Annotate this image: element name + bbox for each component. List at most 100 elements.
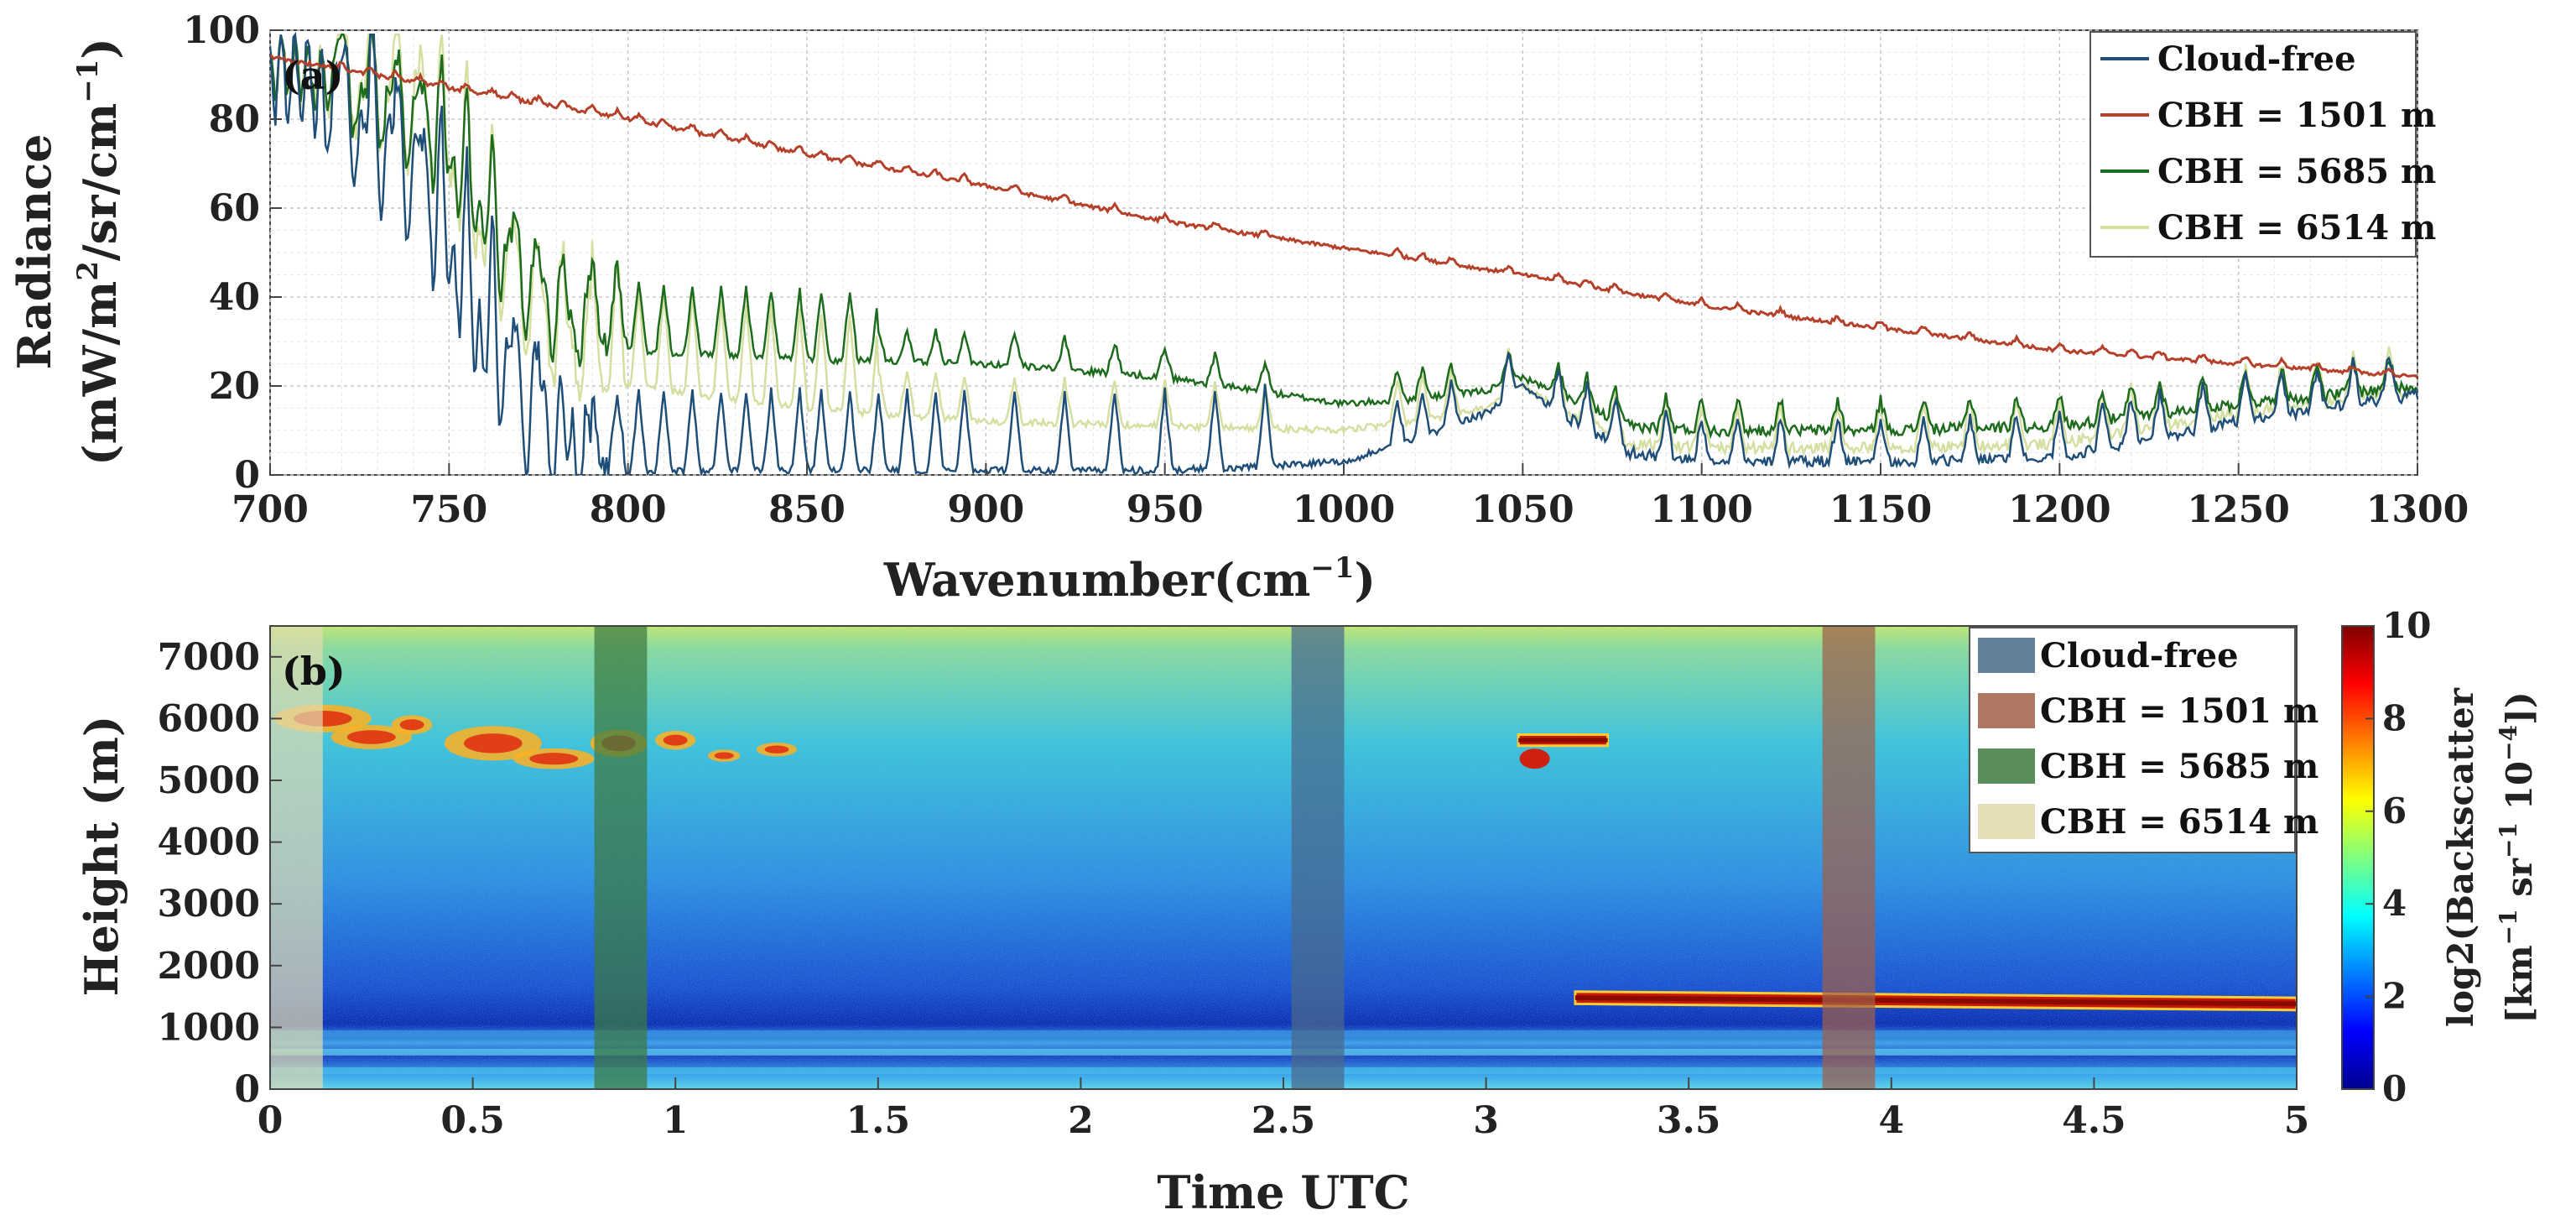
x-tick-label: 2.5 bbox=[1252, 1099, 1316, 1142]
x-tick-label: 2 bbox=[1068, 1099, 1094, 1142]
legend-item-cloud-free: Cloud-free bbox=[2100, 39, 2356, 79]
legend-item-cbh-6514: CBH = 6514 m bbox=[2100, 208, 2436, 248]
legend-b-item-cbh-6514: CBH = 6514 m bbox=[1978, 802, 2318, 842]
panel-b-x-ticks: 0 0.5 1 1.5 2 2.5 3 3.5 4 4.5 5 bbox=[258, 1077, 2310, 1142]
colorbar-ticks: 0 2 4 6 8 10 bbox=[2365, 605, 2431, 1109]
highlight-band-cbh-1501-m bbox=[1822, 626, 1876, 1089]
x-tick-label: 0 bbox=[258, 1099, 284, 1142]
y-tick-label: 3000 bbox=[158, 883, 260, 926]
panel-a-tag: (a) bbox=[282, 53, 343, 98]
upper-cloud-core bbox=[399, 719, 424, 731]
y-tick-label: 60 bbox=[209, 187, 260, 230]
colorbar-tick-label: 4 bbox=[2382, 883, 2407, 924]
y-tick-label: 40 bbox=[209, 276, 260, 319]
panel-a-legend: Cloud-free CBH = 1501 m CBH = 5685 m CBH… bbox=[2089, 31, 2436, 258]
legend-b-label-cbh-6514: CBH = 6514 m bbox=[2040, 802, 2318, 842]
colorbar-tick-label: 0 bbox=[2382, 1068, 2407, 1109]
legend-b-swatch-cloud-free bbox=[1978, 638, 2035, 673]
panel-b-tag: (b) bbox=[282, 649, 346, 694]
upper-cloud-core bbox=[346, 730, 396, 744]
cloud-layer-core bbox=[1574, 995, 2297, 1007]
legend-b-label-cloud-free: Cloud-free bbox=[2040, 636, 2239, 675]
upper-cloud-core bbox=[714, 752, 734, 759]
colorbar-tick-label: 8 bbox=[2382, 697, 2407, 738]
y-tick-label: 1000 bbox=[158, 1006, 260, 1049]
legend-item-cbh-1501: CBH = 1501 m bbox=[2100, 96, 2436, 135]
panel-b: 0 0.5 1 1.5 2 2.5 3 3.5 4 4.5 5 0 1000 2000 3000 4000 5… bbox=[75, 605, 2540, 1215]
x-tick-label: 1.5 bbox=[846, 1099, 911, 1142]
x-tick-label: 900 bbox=[947, 488, 1024, 531]
panel-a-x-ticks: 700 750 800 850 900 950 1000 1050 1100 1150 1200 12… bbox=[232, 463, 2469, 531]
highlight-band-cbh-5685-m bbox=[594, 626, 648, 1089]
y-tick-label: 100 bbox=[183, 9, 260, 52]
y-tick-label: 4000 bbox=[158, 821, 260, 864]
x-tick-label: 1100 bbox=[1650, 488, 1752, 531]
x-tick-label: 850 bbox=[768, 488, 846, 531]
highlight-band-cloud-free bbox=[1291, 626, 1345, 1089]
panel-b-heatmap bbox=[270, 626, 2297, 1089]
panel-b-highlight-bands bbox=[270, 626, 1876, 1089]
colorbar-tick-label: 6 bbox=[2382, 790, 2407, 832]
legend-b-label-cbh-5685: CBH = 5685 m bbox=[2040, 747, 2318, 786]
y-tick-label: 20 bbox=[209, 365, 260, 408]
panel-a-y-label-line2: (mW/m2/sr/cm−1) bbox=[71, 38, 127, 466]
x-tick-label: 1200 bbox=[2008, 488, 2110, 531]
x-tick-label: 1300 bbox=[2366, 488, 2469, 531]
panel-a-x-label: Wavenumber(cm−1) bbox=[883, 551, 1376, 607]
y-tick-label: 0 bbox=[234, 454, 260, 497]
x-tick-label: 4 bbox=[1878, 1099, 1904, 1142]
x-tick-label: 1250 bbox=[2187, 488, 2289, 531]
x-tick-label: 950 bbox=[1127, 488, 1204, 531]
x-tick-label: 3.5 bbox=[1657, 1099, 1721, 1142]
panel-b-y-ticks: 0 1000 2000 3000 4000 5000 6000 7000 bbox=[158, 636, 282, 1111]
y-tick-label: 80 bbox=[209, 98, 260, 141]
x-tick-label: 800 bbox=[590, 488, 667, 531]
x-tick-label: 5 bbox=[2284, 1099, 2310, 1142]
upper-cloud-core bbox=[764, 745, 789, 754]
x-tick-label: 1000 bbox=[1293, 488, 1395, 531]
x-tick-label: 1 bbox=[663, 1099, 689, 1142]
panel-b-x-label: Time UTC bbox=[1157, 1165, 1409, 1215]
legend-b-swatch-cbh-1501 bbox=[1978, 693, 2035, 728]
panel-b-y-label: Height (m) bbox=[75, 716, 128, 997]
legend-b-item-cbh-1501: CBH = 1501 m bbox=[1978, 691, 2318, 731]
x-tick-label: 1050 bbox=[1471, 488, 1574, 531]
colorbar: 0 2 4 6 8 10 log2(Backscatter [km−1 sr−1 10−4… bbox=[2341, 605, 2540, 1109]
series-line-cbh-5685-m bbox=[270, 34, 2417, 440]
panel-b-legend: Cloud-free CBH = 1501 m CBH = 5685 m CBH… bbox=[1969, 627, 2318, 853]
x-tick-label: 700 bbox=[232, 488, 309, 531]
x-tick-label: 3 bbox=[1473, 1099, 1499, 1142]
y-tick-label: 0 bbox=[234, 1068, 260, 1111]
legend-b-swatch-cbh-5685 bbox=[1978, 748, 2035, 784]
legend-label-cloud-free: Cloud-free bbox=[2157, 39, 2356, 79]
panel-a-y-ticks: 0 20 40 60 80 100 bbox=[183, 9, 282, 497]
colorbar-tick-label: 10 bbox=[2382, 605, 2431, 646]
panel-a: 700 750 800 850 900 950 1000 1050 1100 1150 1200 12… bbox=[8, 9, 2469, 607]
y-tick-label: 6000 bbox=[158, 697, 260, 740]
legend-b-item-cbh-5685: CBH = 5685 m bbox=[1978, 747, 2318, 786]
colorbar-tick-label: 2 bbox=[2382, 976, 2407, 1017]
upper-cloud-blob bbox=[1519, 748, 1550, 769]
legend-item-cbh-5685: CBH = 5685 m bbox=[2100, 152, 2436, 191]
x-tick-label: 4.5 bbox=[2062, 1099, 2126, 1142]
colorbar-ramp bbox=[2341, 625, 2375, 1090]
legend-b-swatch-cbh-6514 bbox=[1978, 804, 2035, 839]
legend-label-cbh-5685: CBH = 5685 m bbox=[2157, 152, 2436, 191]
upper-cloud-core bbox=[529, 753, 579, 765]
upper-cloud-core bbox=[463, 733, 523, 754]
panel-a-legend-box bbox=[2089, 31, 2417, 258]
y-tick-label: 7000 bbox=[158, 636, 260, 679]
x-tick-label: 750 bbox=[410, 488, 487, 531]
x-tick-label: 0.5 bbox=[440, 1099, 505, 1142]
x-tick-label: 1150 bbox=[1829, 488, 1932, 531]
legend-b-label-cbh-1501: CBH = 1501 m bbox=[2040, 691, 2318, 731]
legend-label-cbh-1501: CBH = 1501 m bbox=[2157, 96, 2436, 135]
y-tick-label: 2000 bbox=[158, 945, 260, 988]
upper-cloud-core bbox=[663, 734, 688, 746]
legend-b-item-cloud-free: Cloud-free bbox=[1978, 636, 2239, 675]
colorbar-label-line2: [km−1 sr−1 10−4]) bbox=[2495, 691, 2540, 1024]
series-line-cbh-1501-m bbox=[270, 54, 2417, 379]
highlight-band-cbh-6514-m bbox=[270, 626, 323, 1089]
panel-a-y-label-line1: Radiance bbox=[8, 134, 61, 370]
